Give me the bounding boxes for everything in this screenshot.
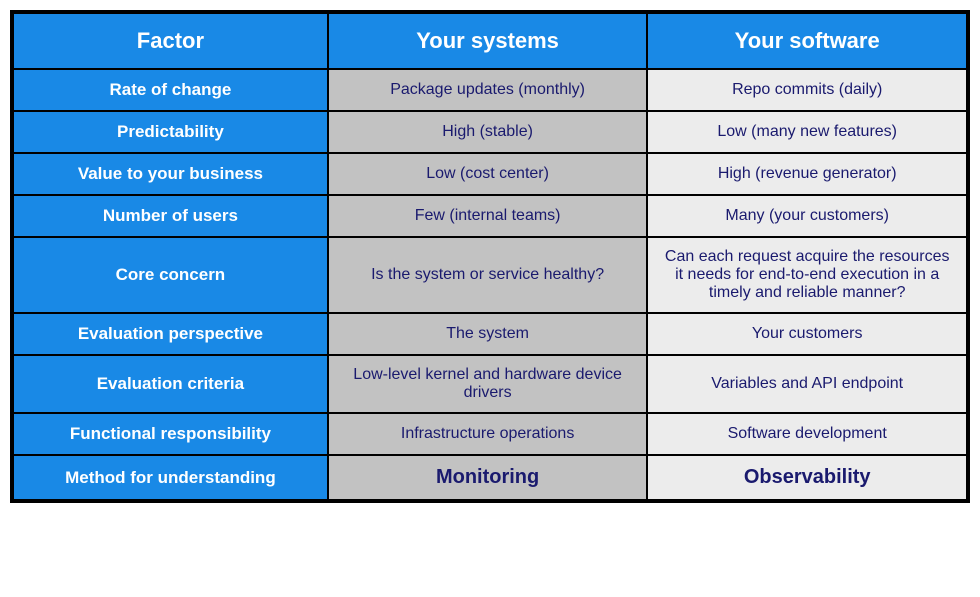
factor-cell: Evaluation perspective: [13, 313, 328, 355]
software-cell: Many (your customers): [647, 195, 967, 237]
table-row: Evaluation criteria Low-level kernel and…: [13, 355, 967, 413]
table-header: Factor Your systems Your software: [13, 13, 967, 69]
software-cell: Software development: [647, 413, 967, 455]
factor-cell: Value to your business: [13, 153, 328, 195]
comparison-table: Factor Your systems Your software Rate o…: [12, 12, 968, 501]
systems-cell: Package updates (monthly): [328, 69, 648, 111]
header-software: Your software: [647, 13, 967, 69]
comparison-table-container: Factor Your systems Your software Rate o…: [10, 10, 970, 503]
table-row: Functional responsibility Infrastructure…: [13, 413, 967, 455]
factor-cell: Predictability: [13, 111, 328, 153]
factor-cell: Method for understanding: [13, 455, 328, 500]
factor-cell: Functional responsibility: [13, 413, 328, 455]
software-cell: Can each request acquire the resources i…: [647, 237, 967, 313]
systems-cell: Low-level kernel and hardware device dri…: [328, 355, 648, 413]
software-cell: Low (many new features): [647, 111, 967, 153]
table-row: Core concern Is the system or service he…: [13, 237, 967, 313]
table-body: Rate of change Package updates (monthly)…: [13, 69, 967, 500]
table-row: Number of users Few (internal teams) Man…: [13, 195, 967, 237]
factor-cell: Number of users: [13, 195, 328, 237]
software-cell: High (revenue generator): [647, 153, 967, 195]
factor-cell: Evaluation criteria: [13, 355, 328, 413]
table-row-summary: Method for understanding Monitoring Obse…: [13, 455, 967, 500]
header-systems: Your systems: [328, 13, 648, 69]
factor-cell: Rate of change: [13, 69, 328, 111]
table-row: Predictability High (stable) Low (many n…: [13, 111, 967, 153]
software-cell: Variables and API endpoint: [647, 355, 967, 413]
systems-cell: Is the system or service healthy?: [328, 237, 648, 313]
software-cell: Your customers: [647, 313, 967, 355]
systems-cell: Monitoring: [328, 455, 648, 500]
header-factor: Factor: [13, 13, 328, 69]
software-cell: Observability: [647, 455, 967, 500]
systems-cell: Few (internal teams): [328, 195, 648, 237]
software-cell: Repo commits (daily): [647, 69, 967, 111]
header-row: Factor Your systems Your software: [13, 13, 967, 69]
table-row: Value to your business Low (cost center)…: [13, 153, 967, 195]
systems-cell: The system: [328, 313, 648, 355]
systems-cell: High (stable): [328, 111, 648, 153]
table-row: Rate of change Package updates (monthly)…: [13, 69, 967, 111]
factor-cell: Core concern: [13, 237, 328, 313]
systems-cell: Low (cost center): [328, 153, 648, 195]
systems-cell: Infrastructure operations: [328, 413, 648, 455]
table-row: Evaluation perspective The system Your c…: [13, 313, 967, 355]
